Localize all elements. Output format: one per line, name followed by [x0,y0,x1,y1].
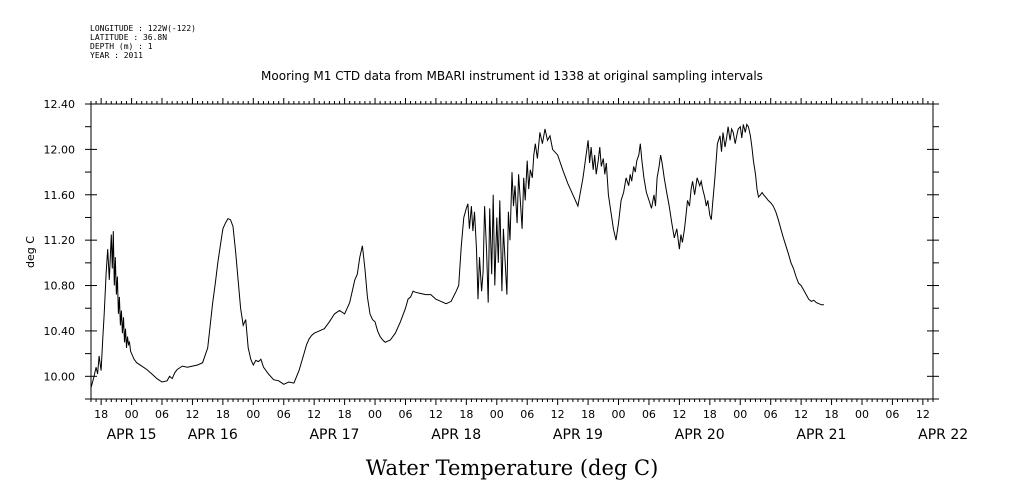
plot-frame [90,103,934,400]
y-tick-label: 11.60 [44,189,76,202]
depth-label: DEPTH (m) : 1 [90,42,153,51]
x-day-label: APR 19 [553,427,603,443]
x-hour-tick-label: 06 [885,408,899,421]
x-hour-tick-label: 12 [429,408,443,421]
x-hour-tick-label: 18 [338,408,352,421]
x-hour-tick-label: 12 [672,408,686,421]
x-hour-tick-label: 00 [246,408,260,421]
x-day-label: APR 22 [918,427,968,443]
y-tick-label: 10.00 [44,370,76,383]
x-day-label: APR 20 [675,427,725,443]
x-hour-tick-label: 06 [155,408,169,421]
x-hour-tick-label: 00 [855,408,869,421]
y-axis: 12.40 12.00 11.60 11.20 10.80 10.40 10.00 [44,98,939,400]
x-axis: 18 00 06 12 18 00 06 12 18 00 06 12 18 00 06 12 18 00 06 12… [90,98,968,443]
x-hour-tick-label: 12 [551,408,565,421]
x-hour-tick-label: 18 [825,408,839,421]
x-day-label: APR 15 [107,427,157,443]
x-hour-tick-label: 12 [185,408,199,421]
x-hour-tick-label: 12 [794,408,808,421]
x-hour-tick-label: 06 [398,408,412,421]
x-day-label: APR 21 [796,427,846,443]
x-hour-tick-label: 18 [94,408,108,421]
series-line [90,123,824,388]
x-day-label: APR 18 [431,427,481,443]
y-tick-label: 10.80 [44,280,76,293]
x-day-label: APR 17 [309,427,359,443]
x-hour-tick-label: 12 [916,408,930,421]
y-axis-label: deg C [24,236,37,268]
x-hour-tick-label: 06 [520,408,534,421]
year-label: YEAR : 2011 [90,51,143,60]
x-hour-tick-label: 18 [581,408,595,421]
x-hour-tick-label: 18 [216,408,230,421]
x-hour-tick-label: 06 [277,408,291,421]
longitude-label: LONGITUDE : 122W(-122) [90,24,196,33]
x-hour-tick-label: 00 [125,408,139,421]
x-hour-tick-label: 00 [490,408,504,421]
x-axis-title: Water Temperature (deg C) [366,456,659,480]
chart-title: Mooring M1 CTD data from MBARI instrumen… [261,69,763,83]
x-hour-tick-label: 18 [703,408,717,421]
x-hour-tick-label: 06 [764,408,778,421]
y-tick-label: 12.00 [44,143,76,156]
x-hour-tick-label: 00 [612,408,626,421]
x-day-label: APR 16 [188,427,238,443]
x-hour-tick-label: 06 [642,408,656,421]
y-tick-label: 10.40 [44,325,76,338]
x-hour-tick-label: 18 [459,408,473,421]
y-tick-label: 11.20 [44,234,76,247]
x-hour-tick-label: 00 [733,408,747,421]
x-hour-tick-label: 00 [368,408,382,421]
latitude-label: LATITUDE : 36.8N [90,33,167,42]
y-tick-label: 12.40 [44,98,76,111]
x-hour-tick-label: 12 [307,408,321,421]
